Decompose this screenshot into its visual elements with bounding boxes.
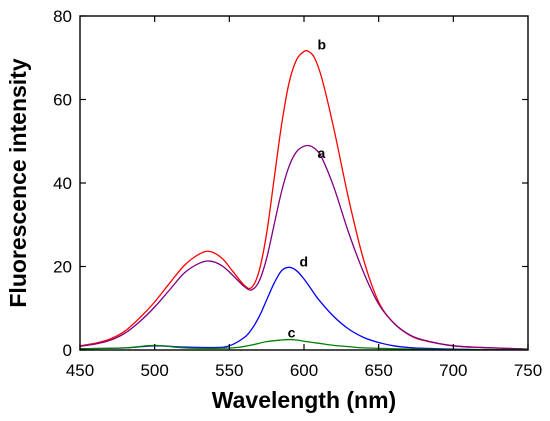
series-line-c (79, 338, 529, 351)
x-axis-ticks: 450 500 550 600 650 700 750 (66, 16, 542, 380)
y-tick-label: 40 (53, 174, 72, 193)
x-tick-label: 750 (514, 361, 542, 380)
series-annotations: b a d c (288, 36, 326, 340)
x-tick-label: 700 (439, 361, 467, 380)
series-line-d (79, 266, 529, 351)
x-axis-title: Wavelength (nm) (212, 387, 396, 413)
y-tick-label: 0 (63, 341, 72, 360)
plot-frame (79, 15, 529, 351)
x-tick-label: 600 (290, 361, 318, 380)
series-label-c: c (288, 324, 296, 340)
y-axis-title: Fluorescence intensity (5, 58, 31, 307)
y-tick-label: 80 (53, 7, 72, 26)
series-label-a: a (317, 145, 325, 161)
series-line-b (79, 49, 529, 350)
plot-series (79, 49, 529, 351)
x-tick-label: 650 (364, 361, 392, 380)
x-tick-label: 500 (140, 361, 168, 380)
series-label-d: d (300, 254, 309, 270)
series-line-a (79, 144, 529, 350)
y-tick-label: 20 (53, 258, 72, 277)
y-axis-ticks: 0 20 40 60 80 (53, 7, 528, 360)
series-label-b: b (317, 36, 326, 52)
y-tick-label: 60 (53, 91, 72, 110)
x-tick-label: 450 (66, 361, 94, 380)
x-tick-label: 550 (215, 361, 243, 380)
